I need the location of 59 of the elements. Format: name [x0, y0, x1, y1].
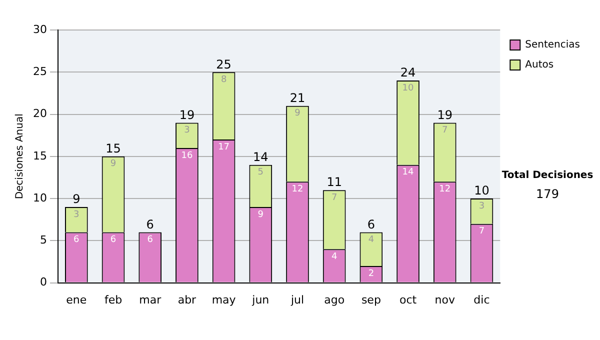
text: Total Decisiones	[500, 170, 594, 181]
total-label: 15	[106, 142, 121, 156]
data-label: 9	[110, 159, 116, 170]
data-label: 3	[478, 201, 485, 212]
x-tick-label: dic	[474, 293, 490, 306]
x-tick-label: jun	[251, 293, 270, 306]
y-tick-label: 15	[32, 149, 47, 162]
data-label: 8	[220, 74, 227, 85]
data-label: 12	[439, 184, 451, 195]
data-label: 6	[147, 235, 154, 246]
x-tick-label: may	[212, 293, 236, 306]
x-tick-label: ene	[66, 293, 87, 306]
x-tick-label: jul	[290, 293, 304, 306]
data-label: 6	[74, 235, 80, 246]
text: 179	[535, 187, 560, 201]
y-axis-title: Decisiones Anual	[14, 114, 26, 200]
legend-label: Sentencias	[525, 40, 580, 51]
data-label: 12	[292, 184, 304, 195]
y-tick-label: 5	[40, 234, 47, 247]
total-label: 21	[290, 90, 306, 105]
x-tick-label: ago	[324, 293, 345, 306]
data-label: 6	[110, 235, 116, 246]
x-tick-label: nov	[434, 293, 456, 306]
y-tick-label: 25	[32, 64, 47, 78]
total-label: 19	[179, 108, 195, 122]
data-label: 17	[218, 142, 230, 152]
data-label: 14	[402, 168, 414, 178]
x-tick-label: sep	[361, 293, 381, 306]
data-label: 4	[331, 252, 338, 262]
total-label: 19	[437, 108, 453, 122]
data-label: 16	[181, 150, 193, 161]
total-label: 24	[400, 66, 416, 80]
data-label: 7	[478, 226, 485, 237]
total-label: 10	[474, 184, 490, 198]
total-label: 9	[72, 192, 80, 206]
y-tick-label: 20	[32, 107, 47, 120]
data-label: 7	[442, 126, 448, 136]
data-label: 9	[258, 210, 264, 220]
total-label: 25	[216, 57, 232, 72]
x-tick-label: mar	[139, 293, 162, 306]
total-label: 6	[367, 217, 375, 232]
y-tick-label: 30	[32, 22, 47, 36]
data-label: 9	[294, 108, 301, 119]
x-tick-label: abr	[178, 293, 197, 306]
legend-label: Autos	[525, 60, 554, 71]
total-label: 11	[326, 175, 342, 190]
y-tick-label: 0	[40, 276, 47, 289]
data-label: 5	[258, 168, 264, 178]
x-tick-label: feb	[104, 293, 122, 306]
data-label: 2	[368, 268, 374, 279]
data-label: 4	[368, 235, 374, 246]
total-label: 6	[146, 217, 154, 232]
y-tick-label: 10	[32, 191, 47, 204]
data-label: 7	[331, 192, 338, 203]
x-tick-label: oct	[399, 293, 418, 306]
total-label: 14	[253, 150, 268, 164]
data-label: 3	[74, 210, 80, 220]
data-label: 10	[402, 83, 414, 94]
data-label: 3	[184, 126, 190, 136]
